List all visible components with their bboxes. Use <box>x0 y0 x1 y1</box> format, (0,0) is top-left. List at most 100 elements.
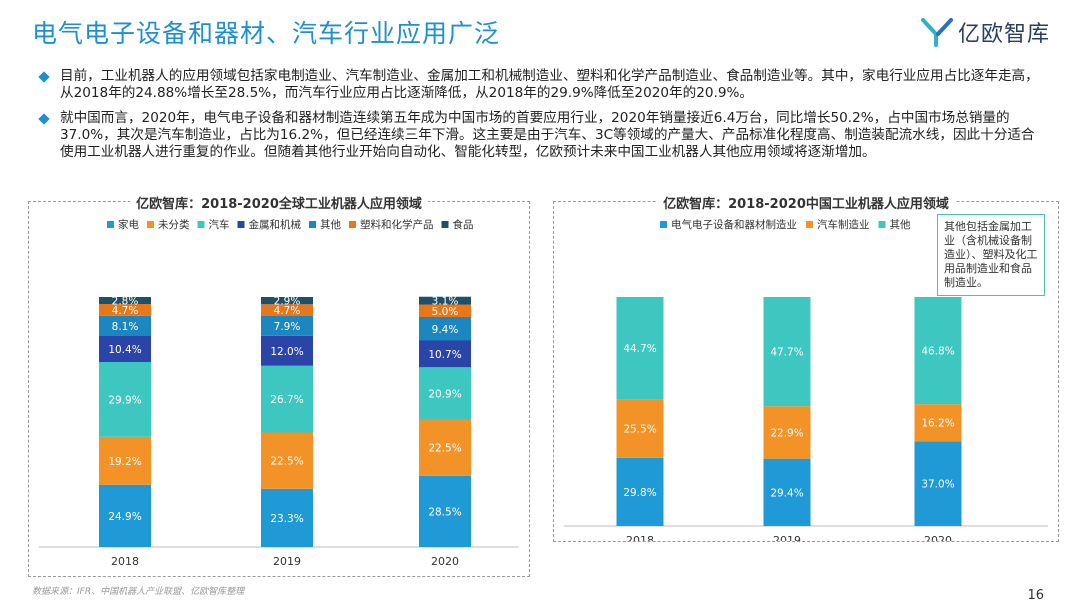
global-chart-title: 亿欧智库：2018-2020全球工业机器人应用领域 <box>130 197 428 212</box>
data-label: 23.3% <box>270 513 303 525</box>
data-label: 25.5% <box>623 424 656 436</box>
brand-logo: 亿欧智库 <box>920 16 1050 48</box>
bar-segment <box>261 365 313 433</box>
china-stacked-bar-chart: 电气电子设备和器材制造业 汽车制造业 其他 29.8% 25.5% 44.7% 2018 29… <box>564 218 1048 547</box>
x-tick-label: 2018 <box>626 534 654 541</box>
bar-segment <box>616 297 664 400</box>
legend-swatch <box>660 221 667 228</box>
data-label: 47.7% <box>770 347 803 359</box>
legend-swatch <box>441 221 449 228</box>
bar-segment <box>914 404 962 442</box>
legend-swatch <box>309 221 316 228</box>
bar-segment <box>419 419 471 476</box>
bullet-text: 就中国而言，2020年，电气电子设备和器材制造连续第五年成为中国市场的首要应用行… <box>60 110 1035 160</box>
china-chart-title: 亿欧智库：2018-2020中国工业机器人应用领域 <box>657 197 955 212</box>
bar-segment <box>261 335 313 366</box>
data-source: 数据来源：IFR、中国机器人产业联盟、亿欧智库整理 <box>32 587 245 597</box>
data-label: 7.9% <box>274 321 301 333</box>
bar-segment <box>261 488 313 547</box>
diamond-bullet-icon <box>38 113 50 125</box>
bar-segment <box>99 315 151 336</box>
data-label: 22.5% <box>428 443 461 455</box>
global-stacked-bar-chart: 家电 未分类 汽车 金属和机械 其他 塑料和化学产品 食品 24.9% 19.2% 29.9% 10… <box>39 218 519 568</box>
bullet-item: 就中国而言，2020年，电气电子设备和器材制造连续第五年成为中国市场的首要应用行… <box>38 110 1048 161</box>
china-chart-panel: 亿欧智库：2018-2020中国工业机器人应用领域 电气电子设备和器材制造业 汽车… <box>553 197 1059 547</box>
others-note: 其他包括金属加工业（含机械设备制造业）、塑料及化工用品制造业和食品制造业。 <box>937 214 1045 296</box>
legend-label: 其他 <box>320 218 341 231</box>
data-label: 24.9% <box>108 511 141 523</box>
bar-segment <box>419 317 471 341</box>
data-label: 29.4% <box>770 487 803 499</box>
bar-segment <box>419 304 471 317</box>
data-label: 12.0% <box>270 346 303 358</box>
page-title: 电气电子设备和器材、汽车行业应用广泛 <box>32 19 501 48</box>
legend-swatch <box>147 221 154 228</box>
legend-swatch <box>237 221 245 228</box>
data-label: 29.9% <box>108 394 141 406</box>
bar-segment <box>763 458 811 526</box>
x-tick-label: 2019 <box>773 534 801 541</box>
data-label: 46.8% <box>921 346 954 358</box>
legend-swatch <box>197 221 205 228</box>
bar-segment <box>99 336 151 362</box>
legend-label: 电气电子设备和器材制造业 <box>671 218 797 231</box>
x-tick-label: 2020 <box>431 555 459 568</box>
x-tick-label: 2018 <box>111 555 139 568</box>
legend-label: 汽车制造业 <box>817 218 870 231</box>
bullet-item: 目前，工业机器人的应用领域包括家电制造业、汽车制造业、金属加工和机械制造业、塑料… <box>38 68 1048 102</box>
bar-segment <box>763 406 811 459</box>
bar-segment <box>763 297 811 407</box>
data-label: 22.5% <box>270 456 303 468</box>
data-label: 4.7% <box>112 305 139 317</box>
legend-label: 未分类 <box>158 218 190 231</box>
bar-segment <box>99 362 151 437</box>
summary-bullets: 目前，工业机器人的应用领域包括家电制造业、汽车制造业、金属加工和机械制造业、塑料… <box>38 68 1048 169</box>
bar-segment <box>261 316 313 336</box>
bar-segment <box>616 399 664 458</box>
bar-segment <box>99 484 151 547</box>
bar-segment <box>616 457 664 526</box>
bar-segment <box>99 297 151 304</box>
data-label: 10.7% <box>428 349 461 361</box>
data-label: 22.9% <box>770 427 803 439</box>
x-tick-label: 2019 <box>273 555 301 568</box>
data-label: 10.4% <box>108 344 141 356</box>
data-label: 26.7% <box>270 394 303 406</box>
legend-label: 其他 <box>890 218 911 231</box>
data-label: 9.4% <box>432 324 459 336</box>
bar-segment <box>261 304 313 316</box>
bar-segment <box>419 340 471 368</box>
data-label: 19.2% <box>108 456 141 468</box>
bar-segment <box>419 367 471 420</box>
data-label: 29.8% <box>623 487 656 499</box>
page-number: 16 <box>1027 588 1044 603</box>
legend-label: 食品 <box>453 218 474 231</box>
bar-segment <box>261 432 313 489</box>
legend-label: 塑料和化学产品 <box>360 218 434 231</box>
global-chart-panel: 亿欧智库：2018-2020全球工业机器人应用领域 家电 未分类 汽车 金属和机械 其他… <box>28 197 530 577</box>
brand-name: 亿欧智库 <box>957 22 1050 47</box>
data-label: 4.7% <box>274 305 301 317</box>
data-label: 16.2% <box>921 418 954 430</box>
bar-segment <box>419 475 471 547</box>
diamond-bullet-icon <box>38 71 50 83</box>
data-label: 2.8% <box>112 296 139 308</box>
bar-segment <box>914 441 962 526</box>
legend-swatch <box>878 221 886 228</box>
data-label: 28.5% <box>428 506 461 518</box>
bullet-text: 目前，工业机器人的应用领域包括家电制造业、汽车制造业、金属加工和机械制造业、塑料… <box>60 68 1039 101</box>
data-label: 37.0% <box>921 479 954 491</box>
legend-swatch <box>806 221 813 228</box>
bar-segment <box>261 297 313 305</box>
legend-swatch <box>349 221 356 228</box>
legend-label: 家电 <box>118 218 139 231</box>
legend-label: 金属和机械 <box>249 218 302 231</box>
data-label: 44.7% <box>623 343 656 355</box>
data-label: 3.1% <box>432 296 459 308</box>
legend-label: 汽车 <box>209 218 230 231</box>
data-label: 8.1% <box>112 321 139 333</box>
logo-mark-icon <box>920 18 953 47</box>
bar-segment <box>99 304 151 316</box>
bar-segment <box>99 436 151 485</box>
data-label: 20.9% <box>428 388 461 400</box>
